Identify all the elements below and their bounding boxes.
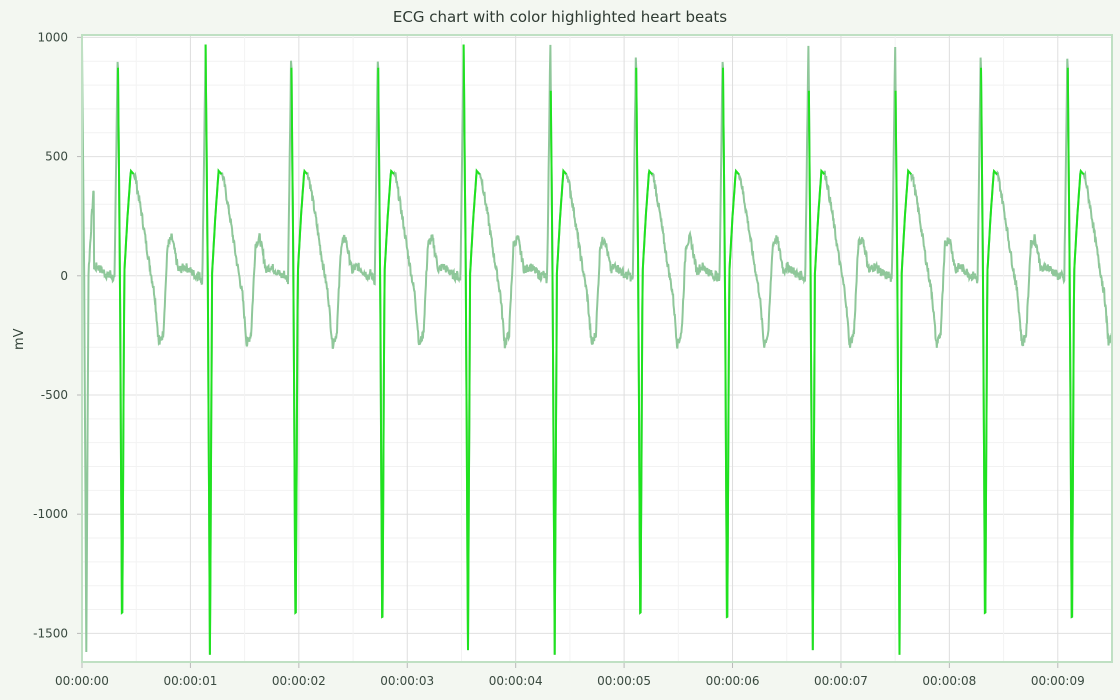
- heartbeat-highlight-12: [1066, 67, 1085, 619]
- heartbeat-highlight-2: [204, 44, 223, 655]
- heartbeat-highlight-11: [980, 67, 998, 615]
- y-tick-label: 500: [45, 150, 68, 164]
- plot-area: [82, 35, 1112, 662]
- x-tick-label: 00:00:08: [922, 674, 976, 688]
- chart-title: ECG chart with color highlighted heart b…: [392, 8, 728, 26]
- heartbeat-highlight-1: [117, 67, 135, 615]
- x-tick-label: 00:00:05: [597, 674, 651, 688]
- ecg-baseline-line: [81, 44, 1113, 655]
- heartbeat-highlight-10: [894, 90, 912, 655]
- y-tick-label: -500: [41, 388, 68, 402]
- x-tick-label: 00:00:06: [706, 674, 760, 688]
- y-tick-label: -1000: [33, 507, 68, 521]
- x-tick-label: 00:00:01: [163, 674, 217, 688]
- y-tick-label: -1500: [33, 626, 68, 640]
- heartbeat-highlight-9: [807, 90, 826, 651]
- x-tick-label: 00:00:07: [814, 674, 868, 688]
- heartbeat-highlight-8: [722, 67, 740, 619]
- x-tick-label: 00:00:04: [489, 674, 543, 688]
- x-tick-label: 00:00:09: [1031, 674, 1085, 688]
- heartbeat-highlight-3: [290, 67, 308, 615]
- heartbeat-highlight-7: [635, 67, 654, 615]
- plot-border: [81, 34, 1113, 663]
- heartbeat-highlight-4: [377, 67, 395, 619]
- heartbeat-highlight-5: [462, 44, 481, 651]
- heartbeat-highlight-6: [549, 90, 568, 655]
- y-tick-label: 1000: [37, 30, 68, 44]
- x-tick-label: 00:00:00: [55, 674, 109, 688]
- x-tick-label: 00:00:02: [272, 674, 326, 688]
- y-tick-label: 0: [60, 269, 68, 283]
- x-tick-label: 00:00:03: [380, 674, 434, 688]
